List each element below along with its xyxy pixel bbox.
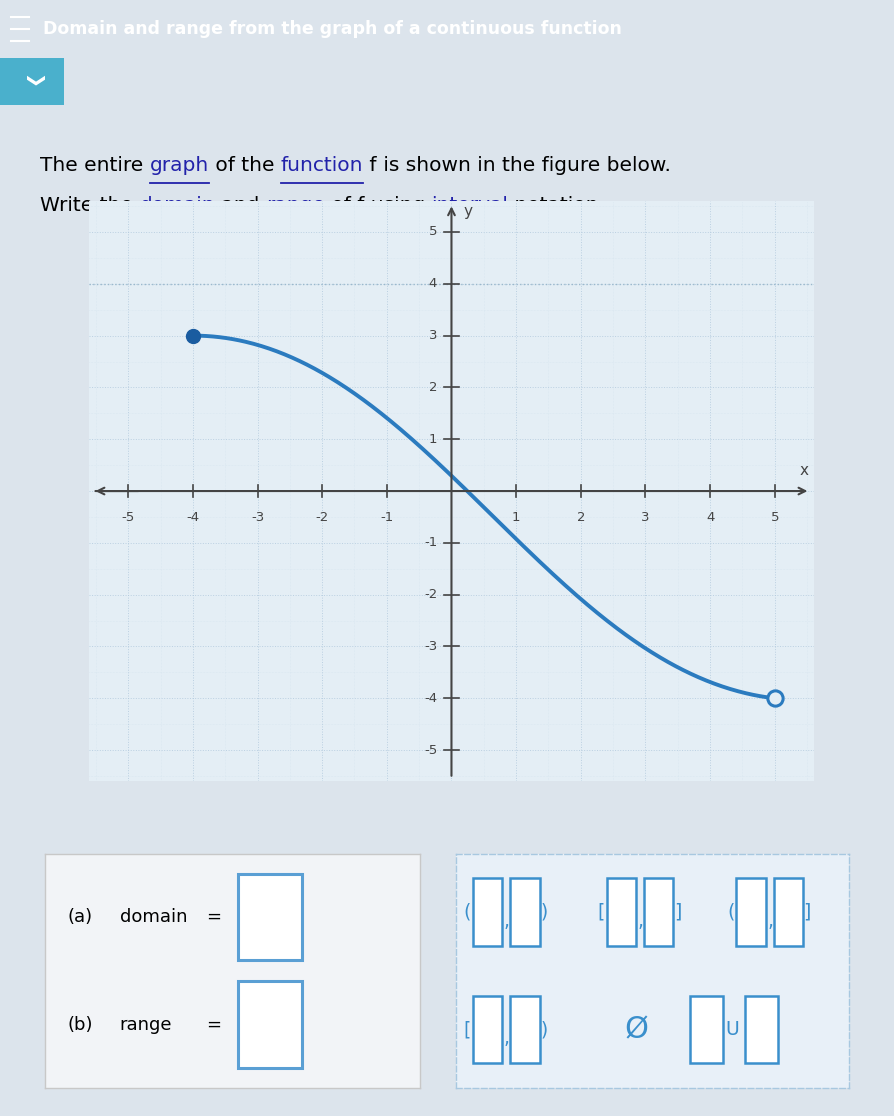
Text: f: f <box>364 155 377 174</box>
Text: ): ) <box>540 903 547 922</box>
Text: 1: 1 <box>429 433 437 445</box>
FancyBboxPatch shape <box>473 878 502 946</box>
Text: y: y <box>463 204 472 219</box>
Text: of f using: of f using <box>325 196 431 215</box>
Text: ): ) <box>540 1020 547 1039</box>
Text: of the: of the <box>209 155 281 174</box>
Text: -2: -2 <box>316 511 329 523</box>
FancyBboxPatch shape <box>774 878 804 946</box>
Text: -5: -5 <box>122 511 135 523</box>
Text: range: range <box>120 1016 173 1033</box>
Text: domain: domain <box>139 196 215 215</box>
Text: interval: interval <box>431 196 508 215</box>
Text: ,: , <box>767 912 773 931</box>
Text: ,: , <box>637 912 644 931</box>
Text: function: function <box>281 155 364 174</box>
Text: [: [ <box>464 1020 471 1039</box>
FancyBboxPatch shape <box>745 995 779 1064</box>
Text: and: and <box>215 196 266 215</box>
Text: (: ( <box>728 903 735 922</box>
Text: 2: 2 <box>577 511 585 523</box>
Text: Ø: Ø <box>625 1016 649 1043</box>
Text: ]: ] <box>674 903 681 922</box>
FancyBboxPatch shape <box>510 995 540 1064</box>
Text: (b): (b) <box>67 1016 93 1033</box>
Text: x: x <box>799 463 808 478</box>
Text: 3: 3 <box>641 511 650 523</box>
Text: domain: domain <box>120 908 188 926</box>
Text: 5: 5 <box>429 225 437 239</box>
Text: notation.: notation. <box>508 196 605 215</box>
Text: 2: 2 <box>429 381 437 394</box>
Text: =: = <box>207 908 221 926</box>
Text: -1: -1 <box>424 537 437 549</box>
Text: ,: , <box>503 1029 510 1048</box>
Text: -2: -2 <box>424 588 437 602</box>
Text: 1: 1 <box>512 511 520 523</box>
Text: ❯: ❯ <box>23 74 41 89</box>
Text: Domain and range from the graph of a continuous function: Domain and range from the graph of a con… <box>43 20 622 38</box>
FancyBboxPatch shape <box>607 878 637 946</box>
FancyBboxPatch shape <box>238 874 302 961</box>
Text: is shown in the figure below.: is shown in the figure below. <box>377 155 670 174</box>
Text: -4: -4 <box>424 692 437 705</box>
FancyBboxPatch shape <box>510 878 540 946</box>
FancyBboxPatch shape <box>238 981 302 1068</box>
Text: The entire: The entire <box>40 155 150 174</box>
Text: -5: -5 <box>424 743 437 757</box>
FancyBboxPatch shape <box>0 58 64 105</box>
Text: (a): (a) <box>67 908 92 926</box>
Text: 5: 5 <box>771 511 779 523</box>
Text: -3: -3 <box>424 639 437 653</box>
Text: (: ( <box>464 903 471 922</box>
Text: ,: , <box>503 912 510 931</box>
Text: ]: ] <box>804 903 811 922</box>
Text: [: [ <box>597 903 605 922</box>
Text: U: U <box>726 1020 739 1039</box>
Text: =: = <box>207 1016 221 1033</box>
Text: 3: 3 <box>429 329 437 343</box>
Text: 4: 4 <box>429 277 437 290</box>
Text: -4: -4 <box>186 511 199 523</box>
FancyBboxPatch shape <box>690 995 723 1064</box>
Text: -3: -3 <box>251 511 264 523</box>
Text: Write the: Write the <box>40 196 139 215</box>
Text: 4: 4 <box>706 511 714 523</box>
FancyBboxPatch shape <box>737 878 766 946</box>
Text: -1: -1 <box>380 511 393 523</box>
FancyBboxPatch shape <box>644 878 673 946</box>
FancyBboxPatch shape <box>473 995 502 1064</box>
Text: graph: graph <box>150 155 209 174</box>
Text: range: range <box>266 196 325 215</box>
